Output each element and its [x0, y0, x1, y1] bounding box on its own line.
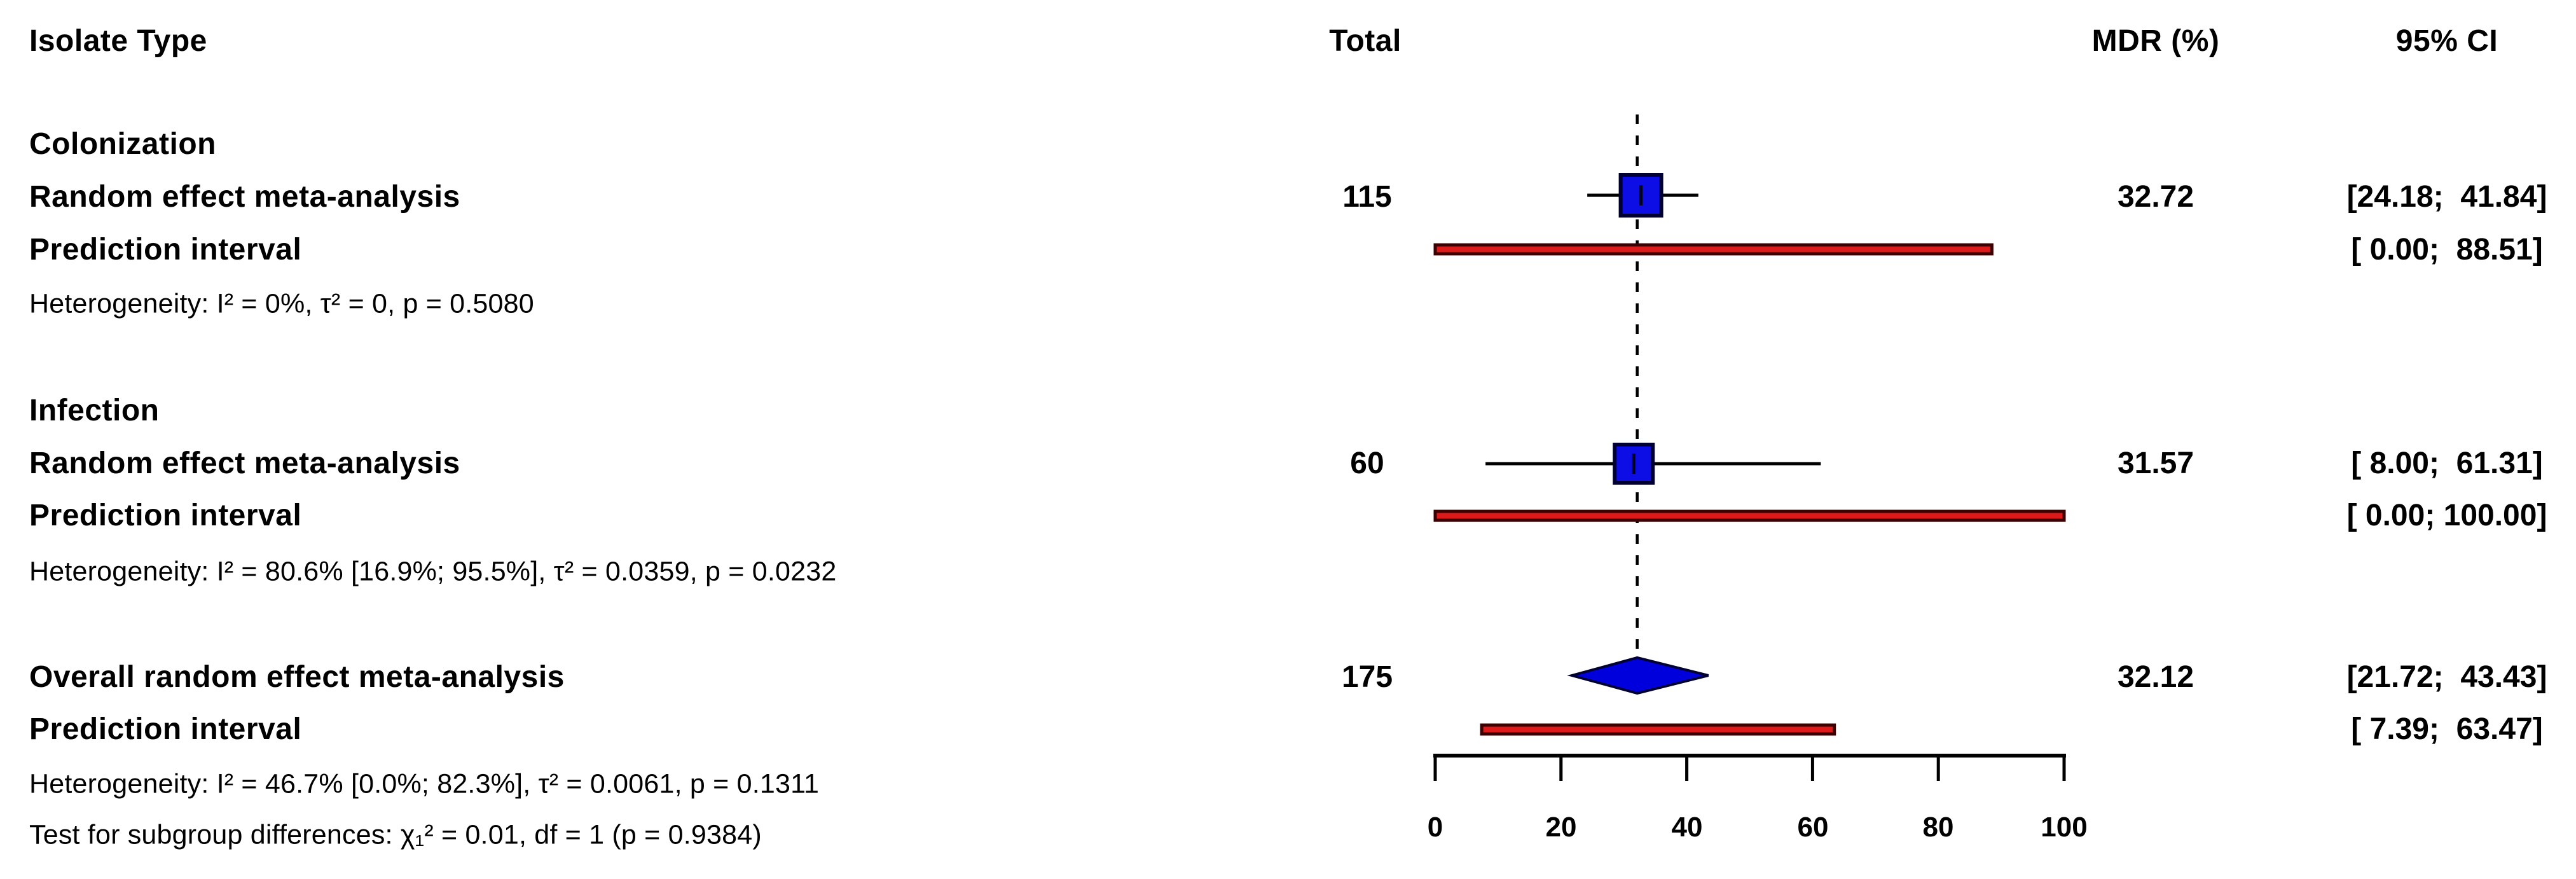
ci-value: [ 7.39; 63.47] [2351, 712, 2543, 746]
axis-tick-label: 80 [1922, 811, 1954, 843]
column-header-isolate-type: Isolate Type [29, 24, 207, 58]
group-label-colonization: Colonization [29, 127, 216, 161]
effect-square [1618, 173, 1663, 218]
prediction-interval-bar [1433, 509, 2066, 522]
heterogeneity-note: Heterogeneity: I² = 0%, τ² = 0, p = 0.50… [29, 288, 534, 319]
ci-value: [24.18; 41.84] [2346, 179, 2547, 214]
re-row-label: Random effect meta-analysis [29, 446, 460, 480]
axis-tick-label: 60 [1797, 811, 1829, 843]
mdr-value: 32.12 [2117, 660, 2194, 694]
pi-row-label: Prediction interval [29, 232, 302, 266]
mdr-value: 31.57 [2117, 446, 2194, 480]
ci-value: [ 0.00; 100.00] [2346, 498, 2547, 532]
ci-value: [21.72; 43.43] [2346, 660, 2547, 694]
column-header-mdr: MDR (%) [2091, 24, 2220, 58]
overall-diamond [1567, 656, 1709, 695]
axis-tick-label: 100 [2041, 811, 2088, 843]
pi-row-label: Prediction interval [29, 498, 302, 532]
pi-row-label: Prediction interval [29, 712, 302, 746]
overall-row-label: Overall random effect meta-analysis [29, 660, 565, 694]
heterogeneity-note: Heterogeneity: I² = 46.7% [0.0%; 82.3%],… [29, 768, 820, 799]
total-value: 60 [1350, 446, 1384, 480]
heterogeneity-note: Heterogeneity: I² = 80.6% [16.9%; 95.5%]… [29, 556, 837, 587]
mdr-value: 32.72 [2117, 179, 2194, 214]
prediction-interval-bar [1480, 723, 1836, 736]
axis-tick-label: 20 [1545, 811, 1577, 843]
column-header-ci: 95% CI [2395, 24, 2498, 58]
total-value: 175 [1341, 660, 1393, 694]
re-row-label: Random effect meta-analysis [29, 179, 460, 214]
subgroup-test-note: Test for subgroup differences: χ₁² = 0.0… [29, 819, 762, 850]
ci-value: [ 8.00; 61.31] [2351, 446, 2543, 480]
axis-tick-label: 0 [1427, 811, 1443, 843]
total-value: 115 [1342, 179, 1392, 214]
prediction-interval-bar [1433, 243, 1994, 256]
column-header-total: Total [1329, 24, 1402, 58]
axis-tick-label: 40 [1671, 811, 1703, 843]
group-label-infection: Infection [29, 393, 160, 427]
ci-value: [ 0.00; 88.51] [2351, 232, 2543, 266]
